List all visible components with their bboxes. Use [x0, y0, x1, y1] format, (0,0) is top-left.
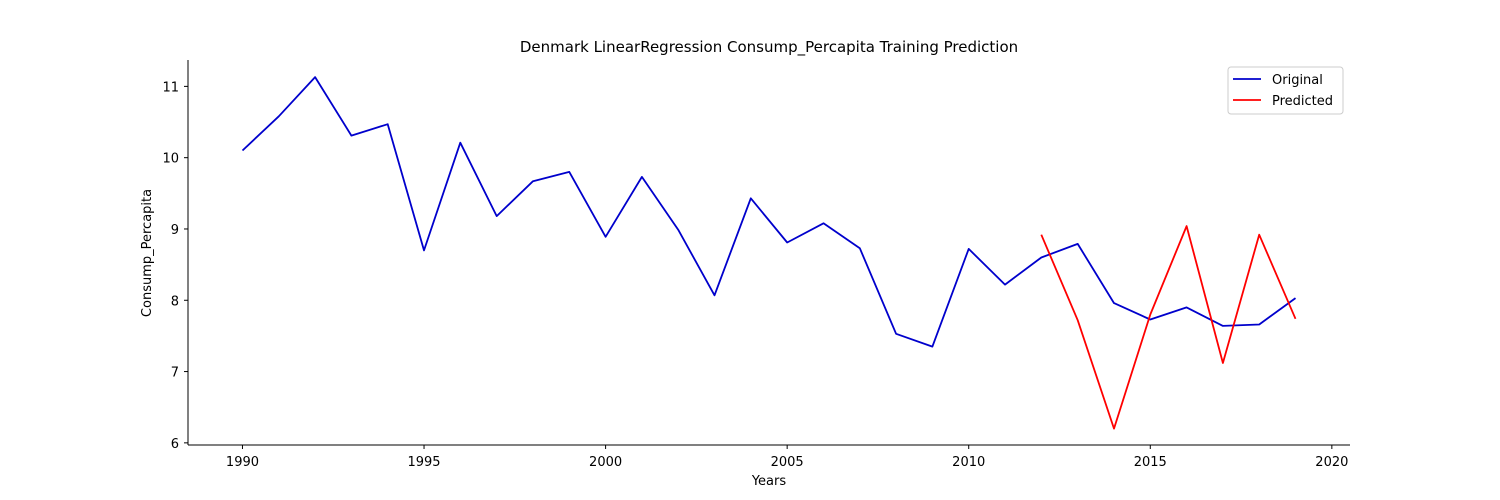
x-tick-label: 2000 — [589, 455, 622, 470]
legend: Original Predicted — [1227, 66, 1344, 115]
series-line-original — [241, 76, 1297, 348]
series-line-predicted — [1040, 225, 1297, 430]
y-tick-label: 8 — [171, 294, 179, 309]
x-axis-label: Years — [751, 474, 787, 489]
x-tick-label: 2015 — [1134, 455, 1167, 470]
series-layer — [241, 76, 1297, 430]
y-tick-label: 11 — [162, 80, 179, 95]
y-tick-label: 7 — [171, 366, 179, 381]
x-tick-label: 2020 — [1315, 455, 1348, 470]
y-tick-label: 6 — [171, 437, 179, 452]
x-tick-label: 1990 — [226, 455, 259, 470]
axes: 1990 1995 2000 2005 2010 2015 2020 6 7 8 9 10 11 — [162, 60, 1350, 470]
chart-title: Denmark LinearRegression Consump_Percapi… — [520, 38, 1018, 57]
legend-label-predicted: Predicted — [1272, 94, 1333, 109]
x-tick-label: 2010 — [952, 455, 985, 470]
x-tick-label: 1995 — [407, 455, 440, 470]
legend-label-original: Original — [1272, 73, 1323, 88]
y-tick-label: 10 — [162, 152, 179, 167]
y-tick-label: 9 — [171, 223, 179, 238]
y-axis-label: Consump_Percapita — [140, 189, 155, 317]
x-tick-label: 2005 — [771, 455, 804, 470]
